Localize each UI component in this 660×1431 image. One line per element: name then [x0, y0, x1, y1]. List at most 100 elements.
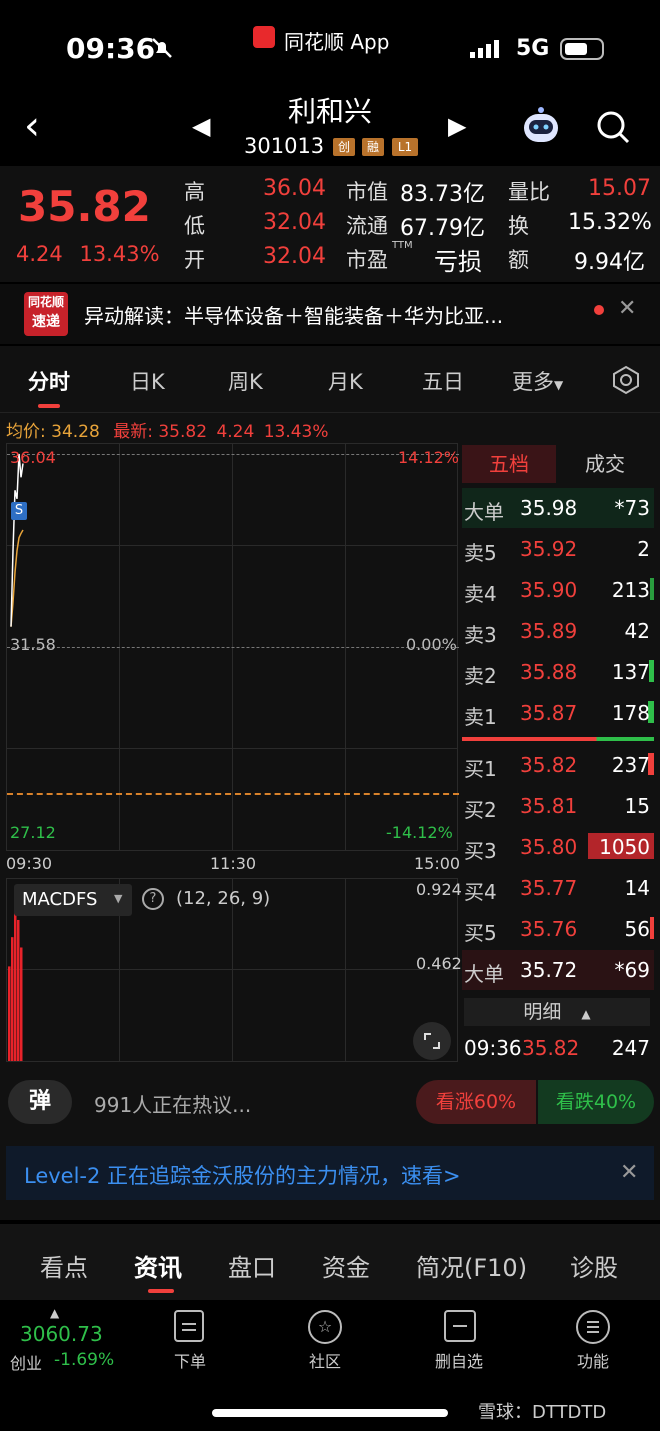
tab-more[interactable]: 更多▼: [512, 366, 563, 396]
avg-price-line: [10, 529, 24, 627]
remove-watchlist-button[interactable]: 删自选: [434, 1352, 483, 1371]
tag-chinext: 创: [333, 138, 355, 156]
function-button[interactable]: 功能: [576, 1352, 609, 1371]
x-tick-close: 15:00: [414, 854, 461, 873]
tab-five-day[interactable]: 五日: [422, 370, 464, 394]
last-trade-time: 09:36: [464, 1036, 522, 1060]
sell-marker[interactable]: S: [11, 502, 27, 520]
x-tick-noon: 11:30: [210, 854, 257, 873]
caret-up-icon: ▲: [50, 1306, 60, 1320]
big-sell-label: 大单: [464, 500, 504, 524]
float-label: 流通: [346, 214, 388, 238]
search-icon[interactable]: [596, 110, 630, 144]
trade-detail-label: 明细: [523, 1001, 562, 1023]
big-sell-row: 大单 35.98 *73: [462, 488, 654, 528]
tab-daily-k[interactable]: 日K: [130, 370, 165, 394]
low-value: 32.04: [263, 210, 326, 235]
buy-row-5[interactable]: 买5 35.76 56: [462, 909, 654, 949]
macd-selector[interactable]: MACDFS ▼: [14, 884, 132, 916]
avg-value: 34.28: [51, 422, 100, 442]
buy-row-1[interactable]: 买1 35.82 237: [462, 745, 654, 785]
turnover-label: 换: [508, 214, 529, 238]
buy-row-2[interactable]: 买2 35.81 15: [462, 786, 654, 826]
chart-settings-icon[interactable]: [610, 364, 642, 400]
back-icon[interactable]: ‹: [24, 103, 40, 149]
buy-row-3[interactable]: 买3 35.80 1050: [462, 827, 654, 867]
stock-code: 301013: [244, 134, 325, 158]
bullish-button[interactable]: 看涨60%: [416, 1080, 536, 1124]
orderbook-tab-five[interactable]: 五档: [462, 445, 556, 483]
mute-bell-icon: [150, 36, 174, 65]
danmu-toggle-button[interactable]: 弹: [8, 1080, 72, 1124]
high-label: 高: [184, 180, 205, 204]
news-close-icon[interactable]: ✕: [618, 296, 637, 321]
tab-weekly-k[interactable]: 周K: [228, 370, 263, 394]
discuss-count[interactable]: 991人正在热议...: [94, 1093, 252, 1117]
remove-watchlist-icon[interactable]: [444, 1310, 476, 1342]
news-banner[interactable]: 同花顺 速递 异动解读：半导体设备＋智能装备＋华为比亚...: [0, 284, 660, 344]
last-trade-price: 35.82: [522, 1036, 580, 1060]
tab-monthly-k[interactable]: 月K: [328, 370, 363, 394]
bearish-button[interactable]: 看跌40%: [538, 1080, 654, 1124]
order-button[interactable]: 下单: [173, 1352, 206, 1371]
prev-stock-icon[interactable]: ◀: [192, 112, 211, 140]
index-name: 创业: [10, 1354, 43, 1373]
sell-row-1[interactable]: 卖1 35.87 178: [462, 693, 654, 733]
trade-detail-header[interactable]: 明细 ▲: [464, 998, 650, 1026]
sell-row-4[interactable]: 卖4 35.90 213: [462, 570, 654, 610]
buy-price: 35.76: [520, 917, 578, 941]
mcap-value: 83.73亿: [400, 182, 485, 207]
sell-vol-bar: [650, 578, 654, 600]
app-name: 同花顺 App: [284, 30, 390, 54]
level2-banner[interactable]: [6, 1146, 654, 1200]
fullscreen-icon[interactable]: [413, 1022, 451, 1060]
buy-vol-bar: [588, 833, 654, 859]
next-stock-icon[interactable]: ▶: [448, 112, 467, 140]
index-value[interactable]: 3060.73: [20, 1322, 103, 1346]
sell-row-5[interactable]: 卖5 35.92 2: [462, 529, 654, 569]
price-line: [10, 453, 24, 627]
sell-price: 35.89: [520, 619, 578, 643]
level2-close-icon[interactable]: ✕: [620, 1160, 639, 1185]
section-tab-news[interactable]: 资讯: [134, 1254, 182, 1282]
open-label: 开: [184, 248, 205, 272]
sell-row-2[interactable]: 卖2 35.88 137: [462, 652, 654, 692]
help-icon[interactable]: ?: [142, 888, 164, 910]
home-indicator: [212, 1409, 448, 1417]
orderbook-tab-trades[interactable]: 成交: [585, 452, 625, 476]
robot-assistant-icon[interactable]: [520, 106, 562, 146]
caret-down-icon: ▼: [554, 378, 564, 392]
sell-row-3[interactable]: 卖3 35.89 42: [462, 611, 654, 651]
level2-text[interactable]: Level-2 正在追踪金沃股份的主力情况，速看>: [24, 1164, 461, 1188]
section-tabs: [0, 1224, 660, 1300]
section-tab-diagnose[interactable]: 诊股: [570, 1254, 618, 1282]
intraday-chart[interactable]: S: [6, 443, 459, 851]
last-value: 35.82: [158, 422, 208, 442]
buy-label: 买2: [464, 798, 497, 822]
sell-label: 卖3: [464, 623, 497, 647]
caret-down-icon: ▼: [114, 892, 123, 905]
community-icon[interactable]: ☆: [308, 1310, 342, 1344]
section-tab-funds[interactable]: 资金: [322, 1254, 370, 1282]
news-text[interactable]: 异动解读：半导体设备＋智能装备＋华为比亚...: [84, 304, 504, 328]
section-tab-handicap[interactable]: 盘口: [228, 1254, 276, 1282]
buy-row-4[interactable]: 买4 35.77 14: [462, 868, 654, 908]
sell-vol-bar: [648, 701, 654, 723]
pe-label: 市盈: [346, 248, 388, 272]
pe-value: 亏损: [434, 248, 482, 276]
section-tab-f10[interactable]: 简况(F10): [416, 1254, 528, 1282]
macd-chart[interactable]: [6, 878, 458, 1062]
tab-intraday[interactable]: 分时: [28, 370, 70, 394]
pe-sup: TTM: [392, 240, 413, 251]
menu-icon[interactable]: [576, 1310, 610, 1344]
section-tab-highlights[interactable]: 看点: [40, 1254, 88, 1282]
high-value: 36.04: [263, 176, 326, 201]
change-percent: 13.43%: [79, 242, 160, 266]
big-sell-vol: *73: [614, 496, 650, 520]
community-button[interactable]: 社区: [308, 1352, 341, 1371]
buy-label: 买3: [464, 839, 497, 863]
macd-tick-top: 0.924: [416, 880, 462, 899]
orderbook-divider: [462, 737, 654, 741]
buy-vol: 15: [624, 794, 650, 818]
order-icon[interactable]: [174, 1310, 204, 1342]
